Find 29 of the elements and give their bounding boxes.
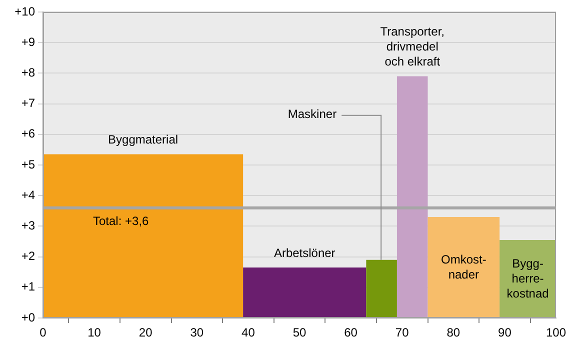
annotation: Omkost- nader (440, 252, 486, 282)
y-tick-label: +9 (21, 34, 36, 49)
x-tick-label: 40 (242, 326, 256, 340)
y-tick-label: +7 (21, 96, 36, 110)
x-tick-label: 90 (498, 326, 512, 340)
y-tick-label: +0 (21, 310, 36, 324)
annotation: Byggmaterial (108, 132, 178, 147)
y-tick-label: +3 (21, 218, 36, 233)
annotation: Maskiner (288, 107, 337, 122)
y-tick-label: +1 (21, 280, 36, 294)
x-tick-label: 80 (446, 326, 460, 340)
y-tick-label: +5 (21, 157, 36, 172)
y-tick-label: +6 (21, 126, 36, 141)
x-tick-label: 0 (40, 326, 47, 340)
annotation: Arbetslöner (274, 246, 336, 260)
x-tick-label: 10 (88, 326, 102, 340)
x-tick-label: 30 (190, 326, 204, 340)
y-tick-label: +10 (14, 4, 36, 18)
annotation: Bygg- herre- kostnad (506, 256, 549, 300)
x-tick-label: 100 (546, 326, 566, 340)
x-tick-label: 50 (292, 326, 306, 340)
y-tick-label: +4 (21, 188, 36, 202)
ref-line-label: Total: +3,6 (93, 214, 150, 228)
y-tick-label: +8 (21, 66, 36, 80)
x-tick-label: 20 (138, 326, 153, 340)
y-tick-label: +2 (21, 249, 36, 264)
x-tick-label: 70 (395, 326, 410, 340)
annotation: Transporter, drivmedel och elkraft (380, 24, 444, 69)
x-tick-label: 60 (344, 326, 358, 340)
